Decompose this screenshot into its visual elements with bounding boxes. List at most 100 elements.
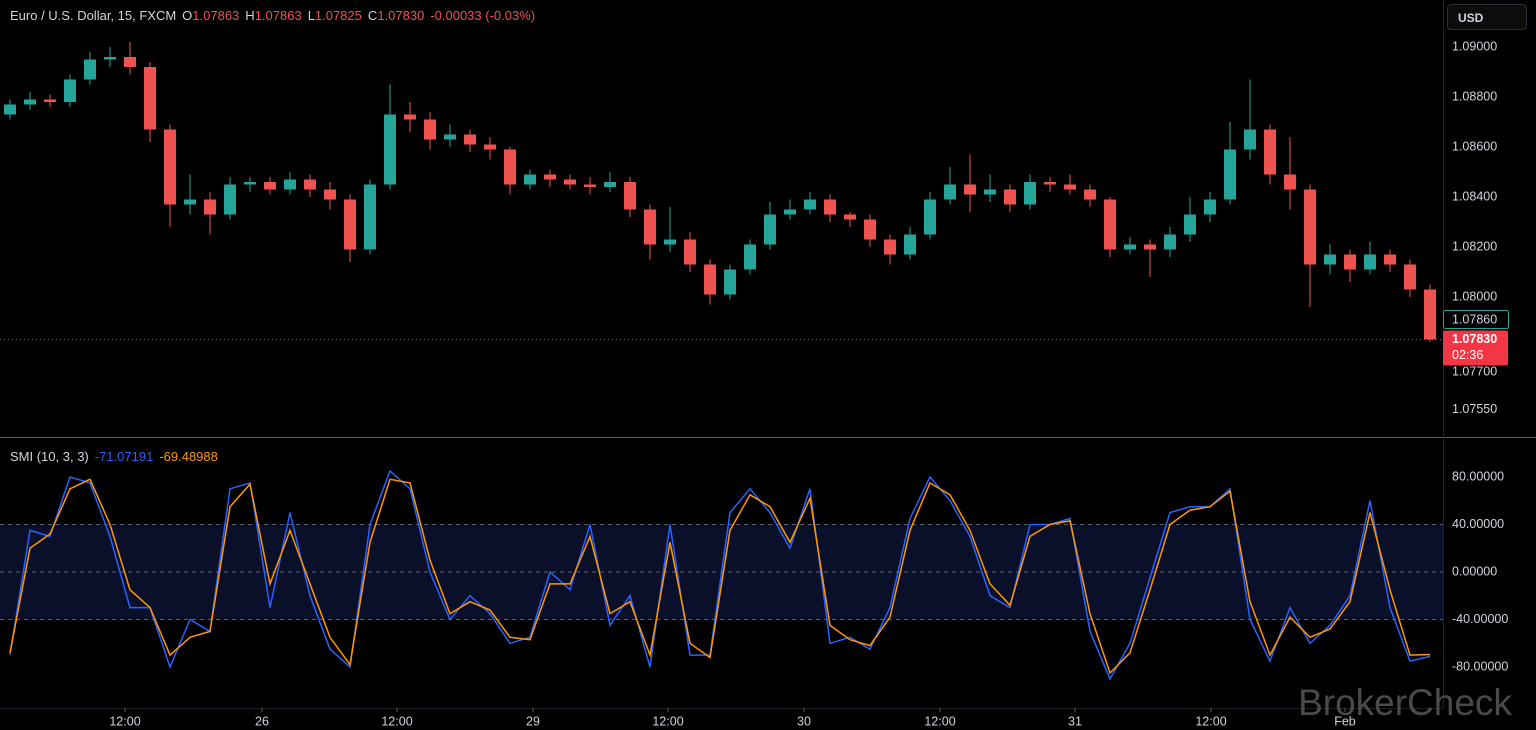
smi-line — [9, 469, 1431, 681]
candle-body — [564, 179, 576, 185]
y-tick-label: 1.08600 — [1452, 139, 1497, 153]
currency-button[interactable]: USD — [1447, 4, 1527, 30]
price-label: 1.07860 — [1452, 312, 1497, 326]
candle-body — [844, 214, 856, 220]
candle-body — [464, 134, 476, 145]
candle-body — [524, 174, 536, 185]
candle-body — [284, 179, 296, 190]
last-price-box — [1443, 330, 1508, 366]
candle-body — [1144, 244, 1156, 250]
y-tick-label: 1.08400 — [1452, 189, 1497, 203]
candle-body — [764, 214, 776, 245]
candle-body — [964, 184, 976, 195]
y-tick-label: 80.00000 — [1452, 469, 1504, 483]
candle-body — [544, 174, 556, 180]
last-price-label: 1.07830 — [1452, 332, 1497, 346]
candle-body — [344, 199, 356, 250]
x-tick-label: Feb — [1334, 714, 1356, 728]
candle-body — [804, 199, 816, 210]
indicator-value: -69.48988 — [159, 449, 218, 464]
candle-body — [1424, 289, 1436, 340]
candle-body — [1224, 149, 1236, 200]
candle-body — [584, 184, 596, 187]
x-tick-label: 12:00 — [1195, 714, 1226, 728]
candle-body — [164, 129, 176, 205]
x-tick-label: 26 — [255, 714, 269, 728]
candle-body — [404, 114, 416, 120]
candle-body — [44, 99, 56, 102]
candle-body — [24, 99, 36, 105]
watermark: BrokerCheck — [1298, 682, 1512, 723]
ohlc-key: C — [367, 8, 378, 23]
candle-body — [704, 264, 716, 295]
candle-body — [444, 134, 456, 140]
candle-body — [264, 182, 276, 190]
candle-body — [684, 239, 696, 265]
candle-body — [864, 219, 876, 240]
y-tick-label: -80.00000 — [1452, 659, 1508, 673]
candle-body — [324, 189, 336, 200]
candle-body — [784, 209, 796, 215]
candle-body — [1384, 254, 1396, 265]
ohlc-key: H — [245, 8, 255, 23]
countdown-label: 02:36 — [1452, 348, 1483, 362]
candle-body — [1244, 129, 1256, 150]
y-tick-label: 1.08800 — [1452, 89, 1497, 103]
candle-body — [904, 234, 916, 255]
candle-body — [884, 239, 896, 255]
candle-body — [304, 179, 316, 190]
symbol-title: Euro / U.S. Dollar, 15, FXCM — [10, 8, 177, 23]
indicator-title: SMI (10, 3, 3) — [10, 449, 89, 464]
candle-body — [64, 79, 76, 102]
candle-body — [124, 57, 136, 67]
ohlc-key: O — [182, 8, 193, 23]
y-tick-label: 40.00000 — [1452, 517, 1504, 531]
y-tick-label: 1.09000 — [1452, 39, 1497, 53]
x-tick-label: 31 — [1068, 714, 1082, 728]
candle-body — [644, 209, 656, 245]
candle-body — [724, 269, 736, 295]
ohlc-value: 1.07863 — [192, 8, 240, 23]
candle-body — [1344, 254, 1356, 270]
candle-body — [664, 239, 676, 245]
price-label-box — [1443, 310, 1509, 329]
candle-body — [384, 114, 396, 185]
x-tick-label: 29 — [526, 714, 540, 728]
candle-body — [1004, 189, 1016, 205]
candle-body — [224, 184, 236, 215]
candle-body — [624, 182, 636, 210]
y-tick-label: 0.00000 — [1452, 564, 1497, 578]
candle-body — [144, 67, 156, 130]
candle-body — [924, 199, 936, 235]
candle-body — [84, 59, 96, 80]
ohlc-value: 1.07830 — [377, 8, 425, 23]
candle-body — [504, 149, 516, 185]
change-value: -0.00033 (-0.03%) — [430, 8, 536, 23]
candle-body — [604, 182, 616, 187]
candle-body — [484, 144, 496, 150]
candle-body — [104, 57, 116, 60]
candle-body — [944, 184, 956, 200]
candle-body — [1364, 254, 1376, 270]
ohlc-value: 1.07863 — [254, 8, 302, 23]
candle-body — [1304, 189, 1316, 265]
y-tick-label: 1.08200 — [1452, 239, 1497, 253]
candle-body — [1184, 214, 1196, 235]
candle-body — [1284, 174, 1296, 190]
candle-body — [244, 182, 256, 185]
x-tick-label: 30 — [797, 714, 811, 728]
candle-body — [364, 184, 376, 250]
indicator-value: -71.07191 — [94, 449, 154, 464]
candle-body — [1064, 184, 1076, 190]
y-tick-label: 1.07550 — [1452, 402, 1497, 416]
candle-body — [424, 119, 436, 140]
candle-body — [984, 189, 996, 195]
candle-body — [1084, 189, 1096, 200]
candle-body — [4, 104, 16, 115]
ohlc-key: L — [307, 8, 315, 23]
smi-line — [9, 478, 1431, 675]
price-header: Euro / U.S. Dollar, 15, FXCM O1.07863 H1.0… — [10, 8, 541, 23]
candle-body — [1044, 182, 1056, 185]
